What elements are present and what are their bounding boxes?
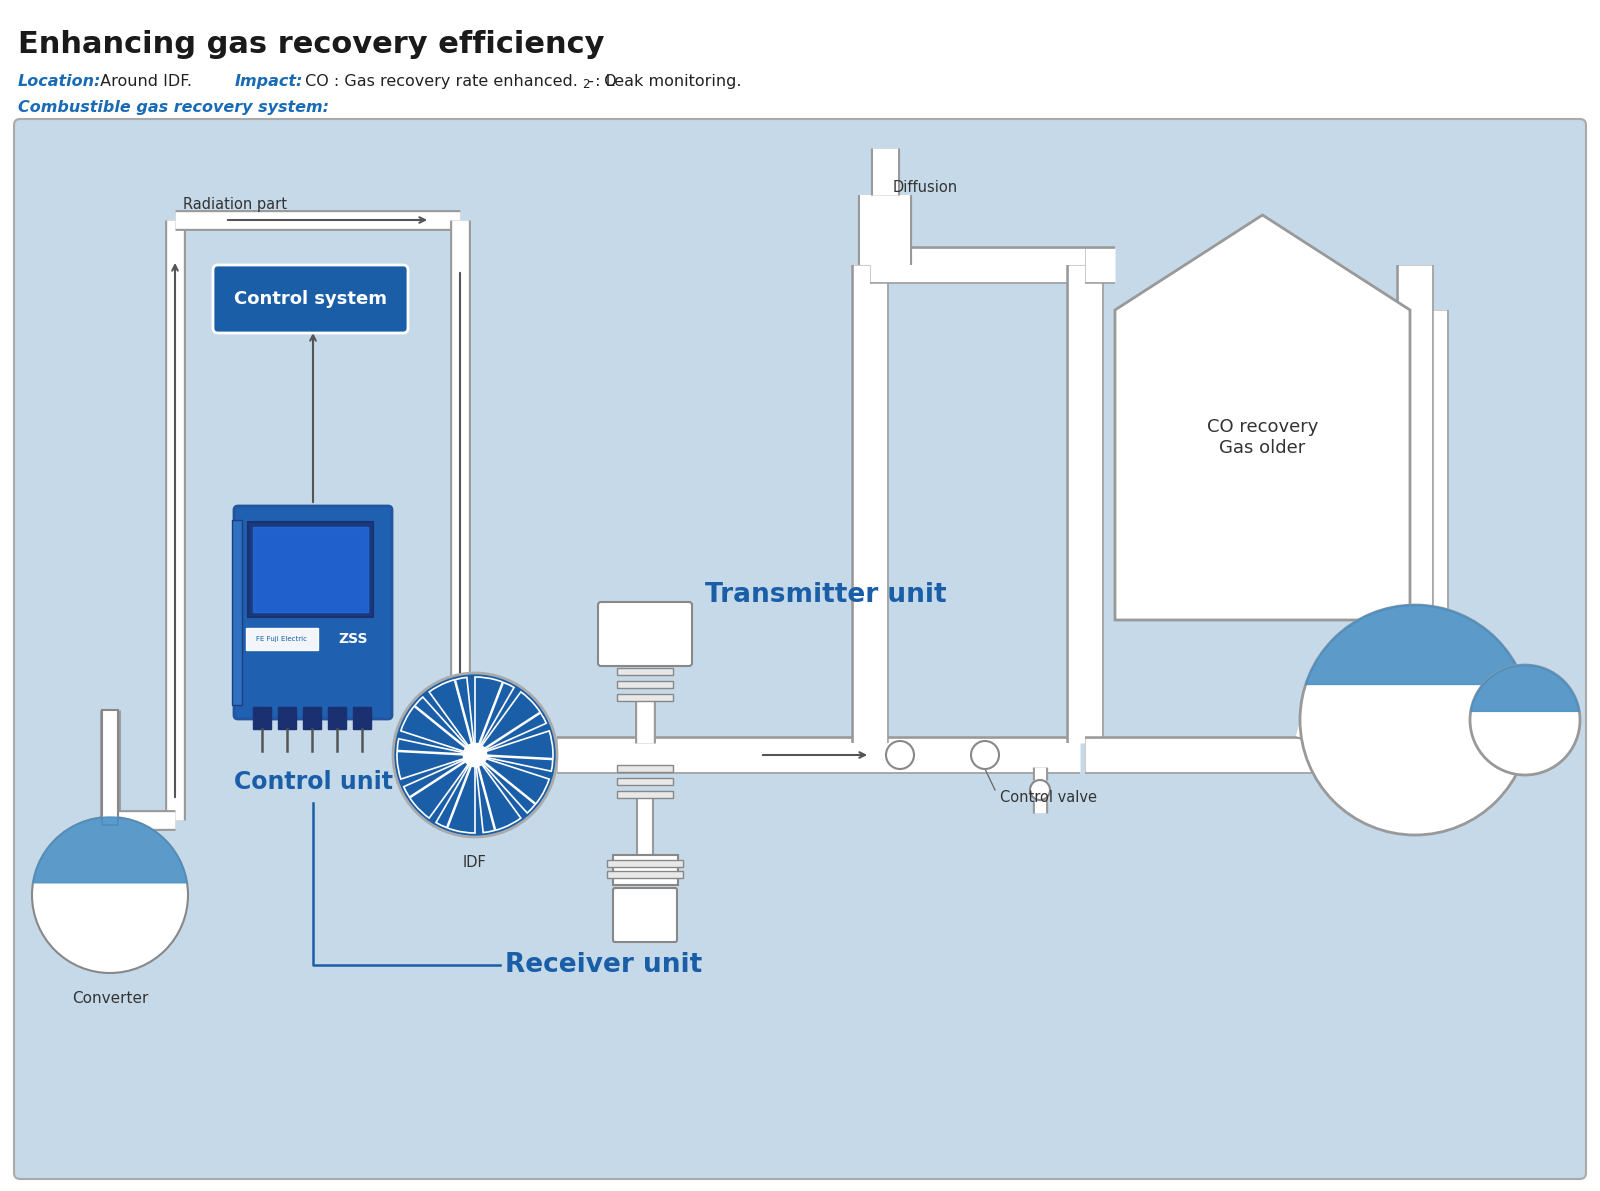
Bar [606,871,683,878]
Circle shape [1299,605,1530,835]
Text: Converter: Converter [72,991,149,1006]
Text: IDF: IDF [462,855,486,869]
Wedge shape [403,755,475,818]
FancyBboxPatch shape [234,506,392,719]
Polygon shape [1306,605,1525,685]
Text: Control valve: Control valve [1000,790,1098,805]
Bar [618,668,674,675]
Wedge shape [435,755,475,833]
Text: Transmitter unit: Transmitter unit [706,582,947,607]
Polygon shape [1115,216,1410,621]
Wedge shape [475,731,554,772]
Circle shape [394,673,557,837]
Text: FE Fuji Electric: FE Fuji Electric [256,636,307,642]
Bar [253,526,368,612]
Text: Receiver unit: Receiver unit [506,952,702,978]
Text: 2: 2 [582,77,589,91]
Bar [618,681,674,688]
Bar [618,778,674,785]
Text: CO recovery
Gas older: CO recovery Gas older [1206,418,1318,457]
Text: Around IDF.: Around IDF. [94,74,192,89]
Wedge shape [429,678,475,755]
Text: Diffusion: Diffusion [893,180,958,195]
Circle shape [971,741,998,769]
Bar [248,522,373,617]
Bar [246,628,318,650]
Wedge shape [475,755,522,833]
Text: ZSS: ZSS [338,632,368,646]
Text: Blowing: Blowing [77,905,144,921]
Text: Control unit: Control unit [234,771,392,794]
Bar [354,707,371,729]
Text: Control system: Control system [234,289,387,308]
FancyBboxPatch shape [14,119,1586,1179]
Bar [328,707,346,729]
Wedge shape [397,738,475,779]
Wedge shape [475,692,546,755]
Polygon shape [34,817,187,883]
Text: Combustible gas recovery system:: Combustible gas recovery system: [18,100,330,116]
Bar [302,707,322,729]
Wedge shape [475,755,549,813]
Text: Impact:: Impact: [235,74,304,89]
Circle shape [886,741,914,769]
Circle shape [464,744,486,766]
Text: : Leak monitoring.: : Leak monitoring. [590,74,741,89]
FancyBboxPatch shape [213,266,408,333]
Bar [613,855,677,885]
FancyBboxPatch shape [613,888,677,942]
Text: Location:: Location: [18,74,101,89]
Bar [102,710,118,825]
Text: Radiation part: Radiation part [182,197,286,212]
Text: CO : Gas recovery rate enhanced.  -  O: CO : Gas recovery rate enhanced. - O [301,74,616,89]
Bar [253,707,270,729]
Wedge shape [475,676,514,755]
Text: Enhancing gas recovery efficiency: Enhancing gas recovery efficiency [18,30,605,60]
Bar [232,520,242,705]
Bar [278,707,296,729]
Bar [618,765,674,772]
Circle shape [1030,780,1050,800]
Bar [618,791,674,798]
Circle shape [1470,665,1581,775]
Bar [606,860,683,867]
Bar [618,694,674,701]
FancyBboxPatch shape [598,601,691,666]
Wedge shape [402,697,475,755]
Circle shape [32,817,189,973]
Polygon shape [1470,665,1579,711]
